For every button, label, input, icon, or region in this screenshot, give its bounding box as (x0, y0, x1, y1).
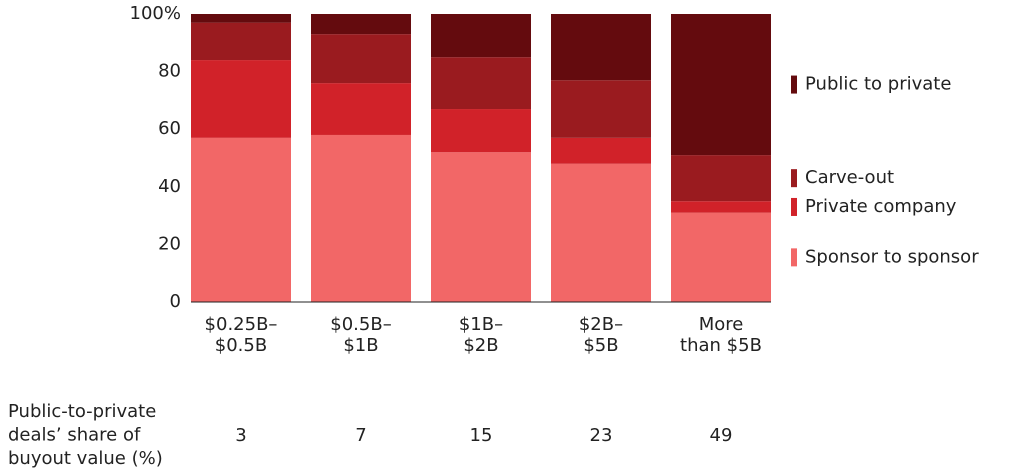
share-row-label: deals’ share of (8, 425, 141, 446)
bar-segment (551, 80, 651, 138)
bar-segment (431, 57, 531, 110)
bar-segment (191, 22, 291, 61)
x-tick-label: $2B (463, 335, 498, 356)
share-value: 7 (355, 425, 366, 446)
share-value: 3 (235, 425, 246, 446)
share-row-label: buyout value (%) (8, 448, 163, 469)
legend-label: Private company (805, 196, 957, 217)
y-tick-label: 100% (130, 3, 181, 24)
y-tick-label: 20 (158, 233, 181, 254)
share-value: 49 (710, 425, 733, 446)
bar-segment (311, 14, 411, 35)
x-tick-label: $0.5B– (330, 314, 391, 335)
bar-segment (191, 60, 291, 138)
x-tick-label: $1B– (459, 314, 503, 335)
bar-segment (431, 14, 531, 58)
x-tick-label: than $5B (680, 335, 762, 356)
share-row-label: Public-to-private (8, 401, 156, 422)
bar-segment (551, 137, 651, 164)
bar-segment (671, 14, 771, 156)
bar-segment (671, 212, 771, 302)
legend-label: Carve-out (805, 167, 894, 188)
bar-segment (431, 109, 531, 153)
x-tick-label: $5B (583, 335, 618, 356)
share-value: 15 (470, 425, 493, 446)
bar-segment (311, 134, 411, 302)
x-tick-label: $0.25B– (205, 314, 278, 335)
legend-label: Sponsor to sponsor (805, 246, 979, 267)
bar-segment (551, 14, 651, 81)
x-tick-label: $2B– (579, 314, 623, 335)
x-tick-label: More (699, 314, 744, 335)
bar-segment (311, 34, 411, 84)
legend-swatch (791, 197, 797, 216)
y-tick-label: 0 (170, 291, 181, 312)
bar-segment (671, 201, 771, 213)
x-tick-label: $0.5B (215, 335, 267, 356)
legend-label: Public to private (805, 74, 951, 95)
bar-segment (191, 14, 291, 23)
share-value: 23 (590, 425, 613, 446)
bar-segment (551, 163, 651, 302)
legend-swatch (791, 75, 797, 94)
y-tick-label: 40 (158, 176, 181, 197)
y-tick-label: 80 (158, 61, 181, 82)
bar-segment (311, 83, 411, 135)
y-tick-label: 60 (158, 118, 181, 139)
bar-segment (671, 155, 771, 202)
bar-segment (431, 152, 531, 302)
legend-swatch (791, 169, 797, 188)
legend-swatch (791, 248, 797, 267)
bar-segment (191, 137, 291, 302)
x-tick-label: $1B (343, 335, 378, 356)
